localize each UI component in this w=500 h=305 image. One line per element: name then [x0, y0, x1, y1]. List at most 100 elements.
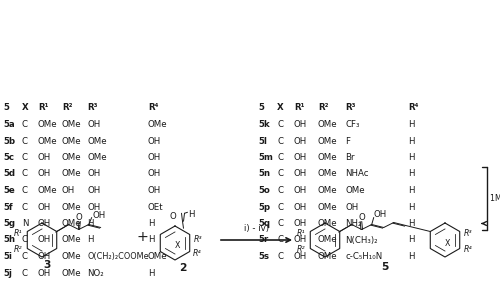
Text: OH: OH — [38, 170, 52, 178]
Text: H: H — [188, 210, 195, 219]
Text: C: C — [277, 137, 283, 145]
Text: 5j: 5j — [3, 268, 12, 278]
Text: R¹: R¹ — [14, 228, 22, 238]
Text: R³: R³ — [345, 103, 356, 113]
Text: C: C — [22, 252, 28, 261]
Text: H: H — [408, 170, 414, 178]
Text: 5r: 5r — [258, 235, 268, 245]
Text: NHAc: NHAc — [345, 170, 368, 178]
Text: C: C — [277, 235, 283, 245]
Text: X: X — [22, 103, 29, 113]
Text: H: H — [408, 252, 414, 261]
Text: OMe: OMe — [62, 268, 82, 278]
Text: OH: OH — [294, 120, 307, 129]
Text: OH: OH — [294, 153, 307, 162]
Text: 5: 5 — [3, 103, 9, 113]
Text: OH: OH — [148, 137, 161, 145]
Text: 5s: 5s — [258, 252, 269, 261]
Text: 5l: 5l — [258, 137, 267, 145]
Text: OH: OH — [345, 203, 358, 211]
Text: N: N — [22, 219, 29, 228]
Text: OH: OH — [294, 235, 307, 245]
Text: OMe: OMe — [148, 120, 168, 129]
Text: R²: R² — [296, 245, 305, 253]
Text: Br: Br — [345, 153, 354, 162]
Text: 5q: 5q — [258, 219, 270, 228]
Text: OEt: OEt — [148, 203, 164, 211]
Text: R⁴: R⁴ — [464, 245, 472, 253]
Text: 1M HCl: 1M HCl — [490, 194, 500, 203]
Text: OMe: OMe — [62, 120, 82, 129]
Text: OH: OH — [294, 203, 307, 211]
Text: OMe: OMe — [318, 186, 338, 195]
Text: R²: R² — [318, 103, 328, 113]
Text: R¹: R¹ — [38, 103, 48, 113]
Text: OH: OH — [87, 170, 100, 178]
Text: O: O — [170, 212, 176, 221]
Text: C: C — [22, 170, 28, 178]
Text: OH: OH — [87, 186, 100, 195]
Text: OH: OH — [87, 203, 100, 211]
Text: OH: OH — [38, 203, 52, 211]
Text: OH: OH — [294, 170, 307, 178]
Text: C: C — [277, 219, 283, 228]
Text: 5g: 5g — [3, 219, 15, 228]
Text: X: X — [277, 103, 283, 113]
Text: 5n: 5n — [258, 170, 270, 178]
Text: 5d: 5d — [3, 170, 15, 178]
Text: OMe: OMe — [318, 137, 338, 145]
Text: OMe: OMe — [318, 170, 338, 178]
Text: OH: OH — [294, 137, 307, 145]
Text: OMe: OMe — [318, 252, 338, 261]
Text: OH: OH — [38, 219, 52, 228]
Text: OMe: OMe — [318, 120, 338, 129]
Text: c-C₅H₁₀N: c-C₅H₁₀N — [345, 252, 383, 261]
Text: C: C — [22, 268, 28, 278]
Text: H: H — [148, 235, 154, 245]
Text: H: H — [408, 153, 414, 162]
Text: R⁴: R⁴ — [148, 103, 158, 113]
Text: H: H — [408, 120, 414, 129]
Text: OH: OH — [92, 211, 106, 220]
Text: 5k: 5k — [258, 120, 270, 129]
Text: C: C — [22, 120, 28, 129]
Text: OH: OH — [294, 219, 307, 228]
Text: OH: OH — [38, 235, 52, 245]
Text: OH: OH — [148, 186, 161, 195]
Text: OH: OH — [87, 120, 100, 129]
Text: OH: OH — [294, 252, 307, 261]
Text: OMe: OMe — [87, 137, 106, 145]
Text: OH: OH — [148, 153, 161, 162]
Text: 5: 5 — [382, 262, 388, 272]
Text: 5a: 5a — [3, 120, 14, 129]
Text: OMe: OMe — [38, 186, 58, 195]
Text: C: C — [277, 186, 283, 195]
Text: R²: R² — [62, 103, 72, 113]
Text: OH: OH — [38, 153, 52, 162]
Text: C: C — [22, 153, 28, 162]
Text: H: H — [408, 137, 414, 145]
Text: C: C — [277, 203, 283, 211]
Text: 5p: 5p — [258, 203, 270, 211]
Text: OH: OH — [38, 252, 52, 261]
Text: 5m: 5m — [258, 153, 273, 162]
Text: C: C — [277, 120, 283, 129]
Text: 5c: 5c — [3, 153, 14, 162]
Text: X: X — [174, 242, 180, 250]
Text: OMe: OMe — [318, 203, 338, 211]
Text: OMe: OMe — [62, 235, 82, 245]
Text: 5b: 5b — [3, 137, 15, 145]
Text: R³: R³ — [194, 235, 202, 245]
Text: OH: OH — [62, 186, 75, 195]
Text: F: F — [345, 137, 350, 145]
Text: C: C — [277, 170, 283, 178]
Text: O: O — [358, 213, 365, 222]
Text: 5o: 5o — [258, 186, 270, 195]
Text: OMe: OMe — [62, 203, 82, 211]
Text: NH₂: NH₂ — [345, 219, 362, 228]
Text: C: C — [22, 203, 28, 211]
Text: C: C — [22, 235, 28, 245]
Text: R³: R³ — [464, 228, 472, 238]
Text: 3: 3 — [44, 260, 51, 270]
Text: OMe: OMe — [62, 153, 82, 162]
